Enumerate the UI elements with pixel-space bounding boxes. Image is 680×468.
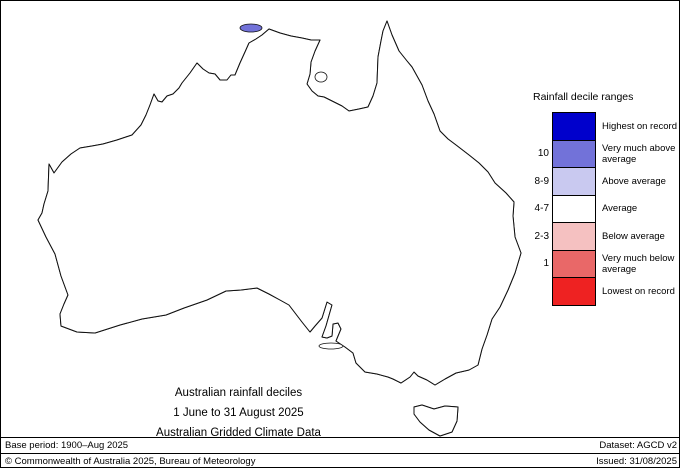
legend-range: 10 bbox=[537, 148, 549, 160]
legend-item: 8-9 Above average bbox=[529, 167, 679, 196]
legend-item: Highest on record bbox=[529, 112, 679, 141]
decile-region bbox=[438, 86, 446, 94]
map-title-block: Australian rainfall deciles 1 June to 31… bbox=[91, 383, 386, 443]
groote-eylandt bbox=[314, 71, 328, 83]
legend-swatch bbox=[552, 139, 596, 168]
legend-label: Very much below average bbox=[602, 252, 675, 275]
legend-swatch bbox=[552, 194, 596, 223]
legend-label: Very much above average bbox=[602, 142, 676, 165]
legend-title: Rainfall decile ranges bbox=[533, 91, 634, 103]
legend-swatch bbox=[552, 167, 596, 196]
footer-row-meta: Base period: 1900–Aug 2025 Dataset: AGCD… bbox=[1, 437, 679, 453]
legend-item: 10 Very much above average bbox=[529, 139, 679, 168]
legend-range: 8-9 bbox=[534, 175, 549, 187]
issued-text: Issued: 31/08/2025 bbox=[596, 456, 677, 467]
legend-label: Average bbox=[602, 203, 638, 215]
legend-range: 4-7 bbox=[534, 203, 549, 215]
legend-label: Highest on record bbox=[602, 120, 677, 132]
legend-range: 2-3 bbox=[534, 230, 549, 242]
legend-item: Lowest on record bbox=[529, 277, 679, 306]
copyright-text: © Commonwealth of Australia 2025, Bureau… bbox=[5, 456, 256, 467]
coastline-overlay bbox=[413, 404, 459, 437]
legend-swatch bbox=[552, 112, 596, 141]
legend-label: Above average bbox=[602, 175, 666, 187]
footer-row-copyright: © Commonwealth of Australia 2025, Bureau… bbox=[1, 453, 679, 467]
legend-swatch bbox=[552, 277, 596, 306]
legend: Rainfall decile ranges Highest on record… bbox=[529, 91, 679, 306]
legend-swatch bbox=[552, 222, 596, 251]
legend-item: 2-3 Below average bbox=[529, 222, 679, 251]
tiwi-islands bbox=[239, 23, 263, 33]
legend-range: 1 bbox=[543, 258, 549, 270]
decile-region bbox=[419, 71, 425, 77]
map-title: Australian rainfall deciles bbox=[174, 387, 303, 399]
legend-item: 1 Very much below average bbox=[529, 249, 679, 278]
base-period-text: Base period: 1900–Aug 2025 bbox=[5, 440, 129, 451]
legend-label: Lowest on record bbox=[602, 285, 675, 297]
map-dataset-name: Australian Gridded Climate Data bbox=[156, 427, 321, 439]
legend-item: 4-7 Average bbox=[529, 194, 679, 223]
map-period: 1 June to 31 August 2025 bbox=[173, 407, 304, 419]
decile-region bbox=[411, 57, 419, 65]
legend-swatch bbox=[552, 249, 596, 278]
legend-label: Below average bbox=[602, 230, 665, 242]
coastline-overlay bbox=[37, 20, 522, 386]
dataset-text: Dataset: AGCD v2 bbox=[599, 440, 677, 451]
kangaroo-island bbox=[318, 342, 344, 350]
